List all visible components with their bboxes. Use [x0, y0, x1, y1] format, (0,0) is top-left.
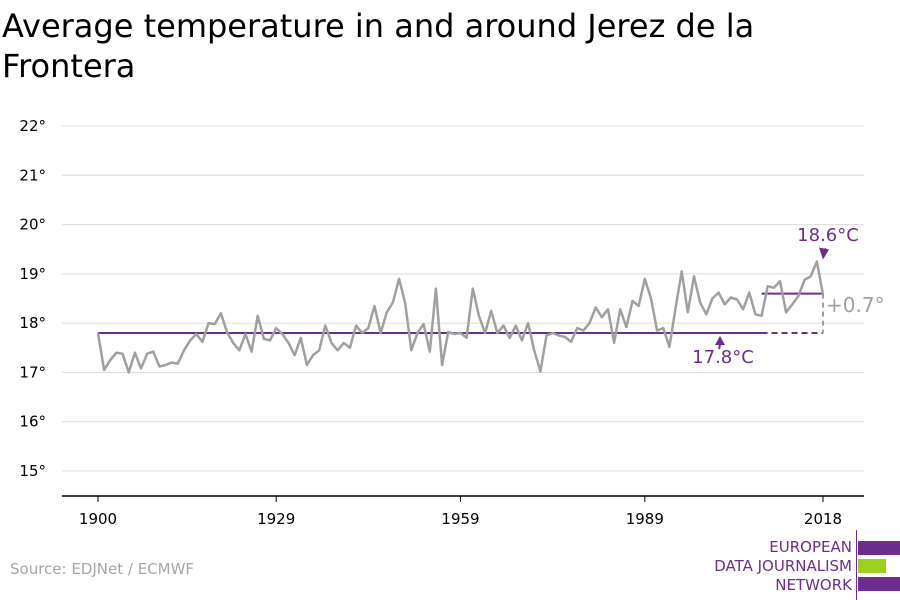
logo-bar-purple-bottom — [858, 577, 900, 591]
x-tick-labels: 1900 1929 1959 1989 2018 — [79, 510, 842, 528]
logo-line-european: EUROPEAN — [769, 538, 852, 556]
annotations: 18.6°C 17.8°C +0.7° — [692, 225, 884, 368]
x-tick-label-1929: 1929 — [257, 510, 295, 528]
y-tick-label-15: 15° — [19, 462, 46, 480]
x-tick-label-2018: 2018 — [804, 510, 842, 528]
logo-line-data-journalism: DATA JOURNALISM — [714, 557, 852, 575]
logo-line-network: NETWORK — [775, 576, 852, 594]
baseline-label: 17.8°C — [692, 347, 754, 368]
y-tick-label-18: 18° — [19, 314, 46, 332]
x-tick-label-1959: 1959 — [441, 510, 479, 528]
source-note: Source: EDJNet / ECMWF — [10, 560, 195, 578]
difference-label: +0.7° — [826, 293, 885, 317]
y-tick-label-16: 16° — [19, 413, 46, 431]
logo-divider — [856, 530, 857, 600]
recent-arrow-head — [819, 247, 829, 260]
x-tick-label-1989: 1989 — [626, 510, 664, 528]
y-tick-label-22: 22° — [19, 117, 46, 135]
x-axis — [62, 495, 864, 502]
y-tick-label-21: 21° — [19, 166, 46, 184]
temperature-series — [96, 260, 825, 374]
edjnet-logo: EUROPEAN DATA JOURNALISM NETWORK — [700, 530, 900, 600]
recent-average-label: 18.6°C — [797, 225, 859, 246]
y-tick-labels: 15° 16° 17° 18° 19° 20° 21° 22° — [19, 117, 46, 480]
temperature-line — [96, 260, 825, 374]
logo-bar-green — [858, 559, 886, 573]
reference-lines — [98, 292, 824, 334]
y-tick-label-19: 19° — [19, 265, 46, 283]
baseline-arrow-head — [715, 336, 725, 345]
chart-title: Average temperature in and around Jerez … — [2, 7, 755, 85]
x-tick-label-1900: 1900 — [79, 510, 117, 528]
grid-lines — [62, 125, 864, 472]
logo-bar-purple-top — [858, 541, 900, 555]
y-tick-label-17: 17° — [19, 363, 46, 381]
baseline-arrow-shaft — [718, 344, 721, 350]
y-tick-label-20: 20° — [19, 216, 46, 234]
